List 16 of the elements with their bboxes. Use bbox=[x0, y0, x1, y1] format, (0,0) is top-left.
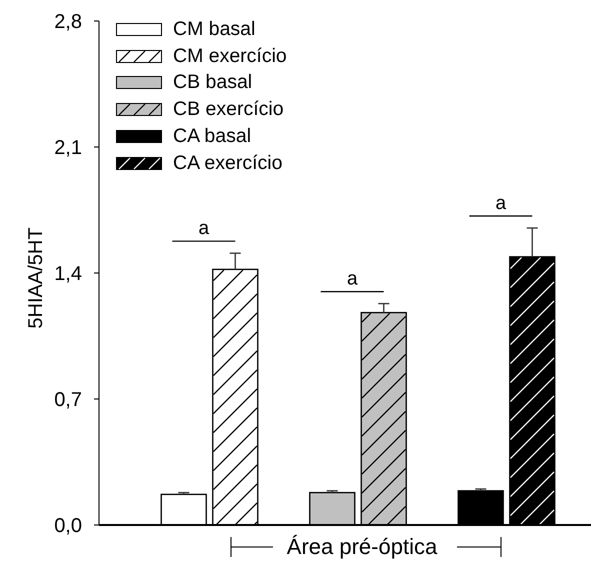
y-tick-label: 0,7 bbox=[54, 389, 82, 412]
legend-label: CB exercício bbox=[173, 98, 284, 122]
annotation: a bbox=[495, 193, 506, 214]
y-tick-label: 2,1 bbox=[54, 137, 82, 160]
legend-label: CM basal bbox=[173, 18, 256, 41]
annotation: a bbox=[198, 218, 210, 240]
legend-label: CM exercício bbox=[173, 44, 287, 68]
legend-label: CB basal bbox=[173, 71, 252, 94]
y-tick-label: 0,0 bbox=[54, 515, 82, 538]
annotation: a bbox=[346, 268, 358, 290]
legend-label: CA exercício bbox=[173, 152, 282, 175]
y-tick-label: 1,4 bbox=[54, 263, 82, 286]
x-tick-label: Área pré-óptica bbox=[286, 534, 438, 559]
y-axis-title: 5HIAA/5HT bbox=[25, 227, 47, 329]
y-tick-label: 2,8 bbox=[54, 11, 82, 34]
legend-label: CA basal bbox=[173, 125, 252, 148]
